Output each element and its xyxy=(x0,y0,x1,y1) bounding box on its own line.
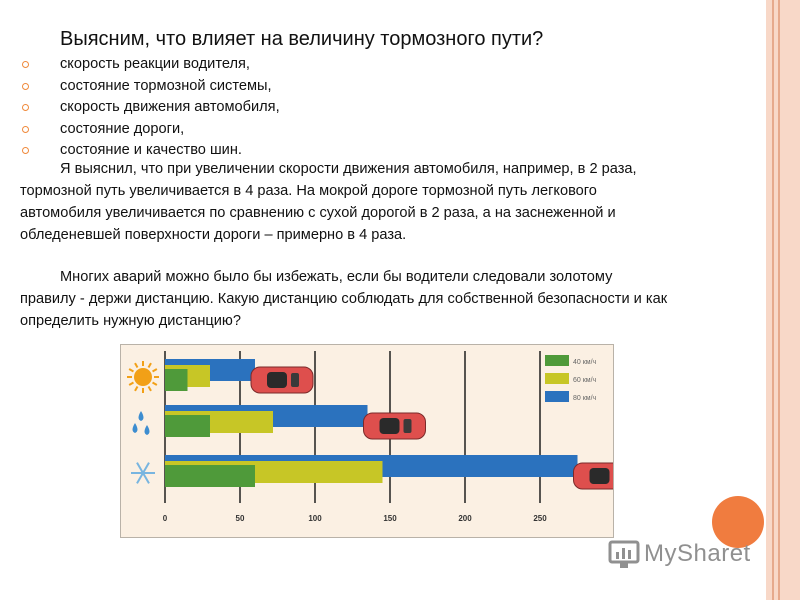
snowflake-icon xyxy=(136,462,150,484)
sun-ray-icon xyxy=(128,368,134,373)
advice-paragraph: Многих аварий можно было бы избежать, ес… xyxy=(20,269,668,329)
x-tick-label: 200 xyxy=(458,514,472,523)
factor-list: скорость реакции водителя, состояние тор… xyxy=(20,54,280,162)
legend-swatch xyxy=(545,355,569,366)
bar-40-kmh xyxy=(165,369,188,391)
right-decor-band xyxy=(766,0,800,600)
rain-drop-icon xyxy=(144,425,150,435)
decor-circle xyxy=(712,496,764,548)
bar-40-kmh xyxy=(165,415,210,437)
sun-ray-icon xyxy=(134,362,139,368)
sun-ray-icon xyxy=(147,362,152,368)
list-item-text: состояние и качество шин. xyxy=(60,142,242,158)
x-tick-label: 0 xyxy=(163,514,168,523)
slide-title: Выясним, что влияет на величину тормозно… xyxy=(60,28,544,50)
x-tick-label: 250 xyxy=(533,514,547,523)
list-item: состояние дороги, xyxy=(20,119,280,141)
sun-ray-icon xyxy=(152,368,158,373)
rain-drop-icon xyxy=(132,423,138,433)
car-window-icon xyxy=(403,419,412,433)
logo-text: MySharet xyxy=(644,540,751,567)
sun-ray-icon xyxy=(147,386,152,392)
x-tick-label: 100 xyxy=(308,514,322,523)
findings-paragraph: Я выяснил, что при увеличении скорости д… xyxy=(20,161,637,243)
x-tick-label: 50 xyxy=(236,514,245,523)
bullet-marker-icon xyxy=(22,104,29,111)
list-item-text: состояние дороги, xyxy=(60,120,185,137)
band-line xyxy=(778,0,780,600)
x-tick-label: 150 xyxy=(383,514,397,523)
list-item-text: скорость движения автомобиля, xyxy=(60,99,280,115)
sun-ray-icon xyxy=(128,381,134,386)
legend-swatch xyxy=(545,391,569,402)
chart-svg: 0 50 100 150 200 250 40 км/ч 60 км/ч 80 км/ч xyxy=(127,351,636,523)
sun-ray-icon xyxy=(134,386,139,392)
bullet-marker-icon xyxy=(22,125,29,133)
band-line xyxy=(772,0,774,600)
list-item: состояние тормозной системы, xyxy=(20,76,280,98)
braking-distance-chart: 0 50 100 150 200 250 40 км/ч 60 км/ч 80 км/ч xyxy=(120,344,636,538)
list-item-text: скорость реакции водителя, xyxy=(60,56,250,72)
car-window-icon xyxy=(291,373,299,387)
car-window-icon xyxy=(267,372,287,388)
sun-ray-icon xyxy=(152,381,158,386)
legend-label: 80 км/ч xyxy=(573,395,597,402)
legend-label: 60 км/ч xyxy=(573,377,597,384)
logo-icon xyxy=(608,540,640,568)
legend-swatch xyxy=(545,373,569,384)
sun-icon xyxy=(134,368,152,386)
bullet-marker-icon xyxy=(22,61,29,68)
watermark-logo: MySharet xyxy=(606,532,766,576)
list-item: скорость движения автомобиля, xyxy=(20,97,280,119)
bullet-marker-icon xyxy=(22,147,29,154)
list-item: скорость реакции водителя, xyxy=(20,54,280,76)
car-window-icon xyxy=(589,468,610,484)
car-window-icon xyxy=(379,418,400,434)
bullet-marker-icon xyxy=(22,82,29,90)
legend-label: 40 км/ч xyxy=(573,359,597,366)
list-item: состояние и качество шин. xyxy=(20,140,280,162)
bar-40-kmh xyxy=(165,465,255,487)
rain-drop-icon xyxy=(138,411,144,421)
list-item-text: состояние тормозной системы, xyxy=(60,77,272,94)
